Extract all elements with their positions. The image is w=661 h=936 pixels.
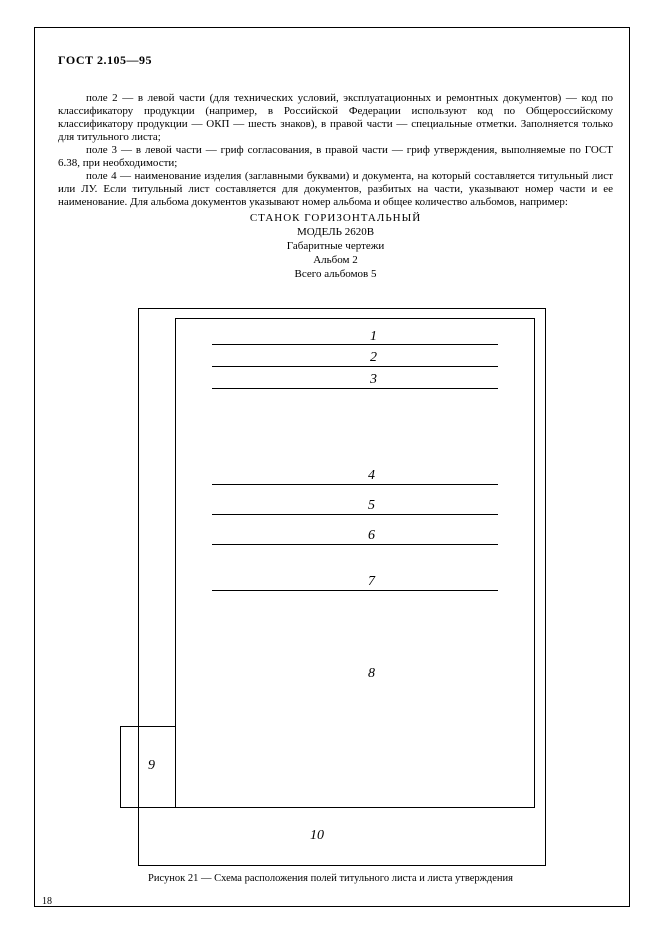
field-line-3	[212, 388, 498, 389]
page: ГОСТ 2.105—95 поле 2 — в левой части (дл…	[0, 0, 661, 936]
field-line-7	[212, 590, 498, 591]
example-block: СТАНОК ГОРИЗОНТАЛЬНЫЙ МОДЕЛЬ 2620В Габар…	[58, 211, 613, 281]
field-label-10: 10	[310, 828, 324, 844]
field-label-2: 2	[370, 350, 377, 366]
field-label-7: 7	[368, 574, 375, 590]
diagram-inner-frame	[175, 318, 535, 808]
field-line-5	[212, 514, 498, 515]
example-line-2: МОДЕЛЬ 2620В	[58, 225, 613, 239]
field-line-4	[212, 484, 498, 485]
field-label-9: 9	[148, 758, 155, 774]
example-line-5: Всего альбомов 5	[58, 267, 613, 281]
page-number: 18	[42, 896, 52, 907]
field-label-1: 1	[370, 329, 377, 345]
paragraph-field-3: поле 3 — в левой части — гриф согласован…	[58, 144, 613, 170]
figure-caption: Рисунок 21 — Схема расположения полей ти…	[0, 873, 661, 884]
body-text: поле 2 — в левой части (для технических …	[58, 92, 613, 281]
doc-standard-header: ГОСТ 2.105—95	[58, 53, 152, 68]
field-line-1	[212, 344, 498, 345]
field-label-6: 6	[368, 528, 375, 544]
field-line-6	[212, 544, 498, 545]
paragraph-field-2: поле 2 — в левой части (для технических …	[58, 92, 613, 144]
title-page-diagram: 1 2 3 4 5 6 7 8 9 10	[120, 308, 548, 868]
field-line-2	[212, 366, 498, 367]
example-line-1: СТАНОК ГОРИЗОНТАЛЬНЫЙ	[58, 211, 613, 225]
example-line-3: Габаритные чертежи	[58, 239, 613, 253]
field-label-3: 3	[370, 372, 377, 388]
example-line-4: Альбом 2	[58, 253, 613, 267]
field-label-4: 4	[368, 468, 375, 484]
paragraph-field-4: поле 4 — наименование изделия (заглавным…	[58, 170, 613, 209]
field-label-8: 8	[368, 666, 375, 682]
field-label-5: 5	[368, 498, 375, 514]
